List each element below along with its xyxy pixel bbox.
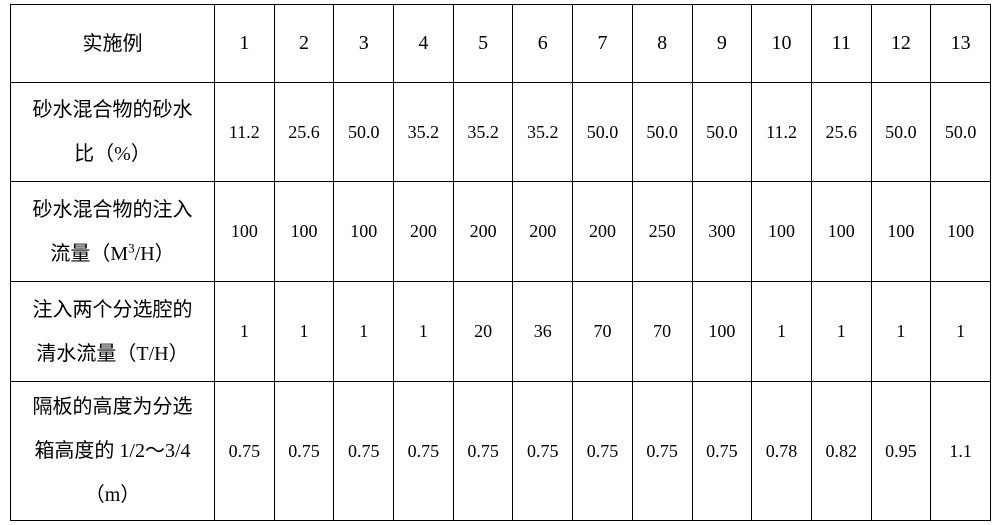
header-col-1: 1 — [215, 5, 275, 83]
header-col-13: 13 — [931, 5, 991, 83]
row-label-4-line1: 隔板的高度为分选 — [33, 396, 193, 418]
header-label: 实施例 — [11, 5, 215, 83]
cell-r1-c8: 50.0 — [632, 83, 692, 182]
row-label-4-line2: 箱高度的 1/2～3/4 — [34, 440, 190, 462]
cell-r3-c3: 1 — [334, 282, 394, 382]
cell-r4-c1: 0.75 — [215, 382, 275, 521]
cell-r1-c4: 35.2 — [394, 83, 454, 182]
header-col-9: 9 — [692, 5, 752, 83]
header-col-7: 7 — [573, 5, 633, 83]
header-col-6: 6 — [513, 5, 573, 83]
cell-r2-c13: 100 — [931, 182, 991, 282]
cell-r3-c7: 70 — [573, 282, 633, 382]
row-label-3-line1: 注入两个分选腔的 — [33, 299, 193, 321]
cell-r1-c3: 50.0 — [334, 83, 394, 182]
cell-r3-c4: 1 — [394, 282, 454, 382]
cell-r1-c11: 25.6 — [811, 83, 871, 182]
cell-r4-c8: 0.75 — [632, 382, 692, 521]
cell-r2-c5: 200 — [453, 182, 513, 282]
table-row: 隔板的高度为分选 箱高度的 1/2～3/4 （m） 0.75 0.75 0.75… — [11, 382, 991, 521]
cell-r4-c7: 0.75 — [573, 382, 633, 521]
cell-r1-c2: 25.6 — [274, 83, 334, 182]
row-label-3: 注入两个分选腔的 清水流量（T/H） — [11, 282, 215, 382]
row-label-1-line1: 砂水混合物的砂水 — [33, 99, 193, 121]
cell-r1-c13: 50.0 — [931, 83, 991, 182]
row-label-2-line1: 砂水混合物的注入 — [33, 199, 193, 221]
cell-r3-c2: 1 — [274, 282, 334, 382]
cell-r1-c10: 11.2 — [752, 83, 812, 182]
table-row: 砂水混合物的砂水 比（%） 11.2 25.6 50.0 35.2 35.2 3… — [11, 83, 991, 182]
cell-r4-c9: 0.75 — [692, 382, 752, 521]
header-col-4: 4 — [394, 5, 454, 83]
row-label-2: 砂水混合物的注入 流量（M3/H） — [11, 182, 215, 282]
cell-r4-c5: 0.75 — [453, 382, 513, 521]
cell-r4-c2: 0.75 — [274, 382, 334, 521]
cell-r3-c1: 1 — [215, 282, 275, 382]
cell-r3-c10: 1 — [752, 282, 812, 382]
cell-r4-c6: 0.75 — [513, 382, 573, 521]
cell-r4-c3: 0.75 — [334, 382, 394, 521]
header-col-2: 2 — [274, 5, 334, 83]
cell-r4-c10: 0.78 — [752, 382, 812, 521]
cell-r2-c6: 200 — [513, 182, 573, 282]
cell-r2-c8: 250 — [632, 182, 692, 282]
cell-r2-c4: 200 — [394, 182, 454, 282]
cell-r2-c12: 100 — [871, 182, 931, 282]
cell-r2-c2: 100 — [274, 182, 334, 282]
table-header-row: 实施例 1 2 3 4 5 6 7 8 9 10 11 12 13 — [11, 5, 991, 83]
header-col-10: 10 — [752, 5, 812, 83]
cell-r2-c7: 200 — [573, 182, 633, 282]
cell-r2-c10: 100 — [752, 182, 812, 282]
cell-r3-c13: 1 — [931, 282, 991, 382]
cell-r3-c8: 70 — [632, 282, 692, 382]
header-col-11: 11 — [811, 5, 871, 83]
cell-r1-c7: 50.0 — [573, 83, 633, 182]
cell-r3-c6: 36 — [513, 282, 573, 382]
table-row: 砂水混合物的注入 流量（M3/H） 100 100 100 200 200 20… — [11, 182, 991, 282]
cell-r3-c12: 1 — [871, 282, 931, 382]
cell-r1-c5: 35.2 — [453, 83, 513, 182]
cell-r2-c1: 100 — [215, 182, 275, 282]
cell-r2-c3: 100 — [334, 182, 394, 282]
cell-r1-c12: 50.0 — [871, 83, 931, 182]
cell-r4-c11: 0.82 — [811, 382, 871, 521]
data-table: 实施例 1 2 3 4 5 6 7 8 9 10 11 12 13 砂水混合物的… — [10, 4, 991, 521]
row-label-4-line3: （m） — [85, 484, 141, 506]
header-col-3: 3 — [334, 5, 394, 83]
header-col-5: 5 — [453, 5, 513, 83]
cell-r1-c1: 11.2 — [215, 83, 275, 182]
cell-r4-c12: 0.95 — [871, 382, 931, 521]
cell-r3-c9: 100 — [692, 282, 752, 382]
row-label-4: 隔板的高度为分选 箱高度的 1/2～3/4 （m） — [11, 382, 215, 521]
row-label-2-line2: 流量（M3/H） — [50, 243, 174, 265]
cell-r2-c9: 300 — [692, 182, 752, 282]
row-label-3-line2: 清水流量（T/H） — [36, 343, 188, 365]
header-col-12: 12 — [871, 5, 931, 83]
row-label-1: 砂水混合物的砂水 比（%） — [11, 83, 215, 182]
table-container: 实施例 1 2 3 4 5 6 7 8 9 10 11 12 13 砂水混合物的… — [0, 0, 1000, 525]
cell-r4-c13: 1.1 — [931, 382, 991, 521]
header-col-8: 8 — [632, 5, 692, 83]
table-row: 注入两个分选腔的 清水流量（T/H） 1 1 1 1 20 36 70 70 1… — [11, 282, 991, 382]
cell-r1-c6: 35.2 — [513, 83, 573, 182]
row-label-1-line2: 比（%） — [74, 143, 151, 165]
cell-r1-c9: 50.0 — [692, 83, 752, 182]
cell-r3-c11: 1 — [811, 282, 871, 382]
cell-r4-c4: 0.75 — [394, 382, 454, 521]
cell-r2-c11: 100 — [811, 182, 871, 282]
cell-r3-c5: 20 — [453, 282, 513, 382]
